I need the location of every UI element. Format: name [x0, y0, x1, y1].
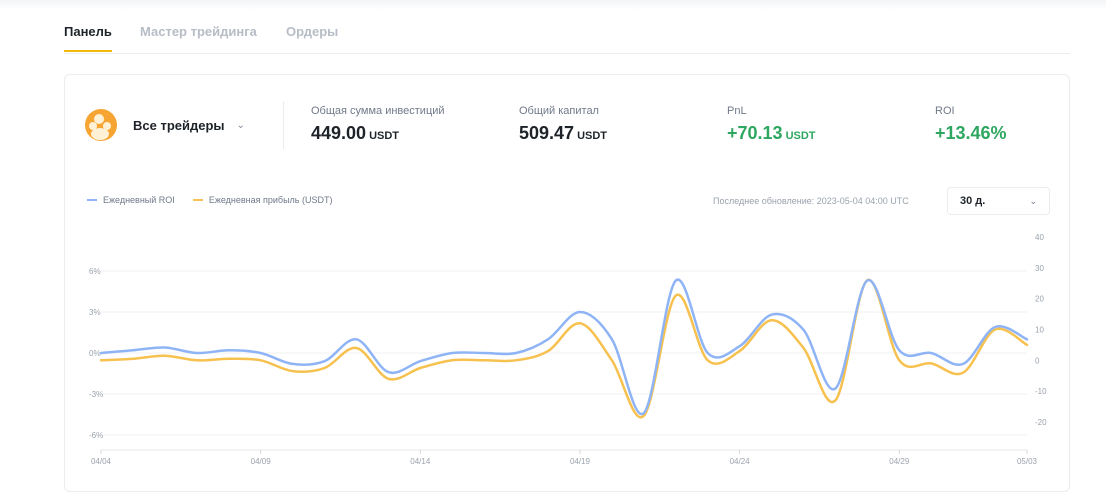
y-right-tick-label: 40 — [1035, 233, 1044, 242]
users-group-icon — [85, 109, 117, 141]
legend-item-profit[interactable]: Ежедневная прибыль (USDT) — [192, 195, 332, 205]
trader-selector[interactable]: Все трейдеры ⌄ — [85, 107, 245, 143]
divider — [283, 101, 284, 149]
x-tick-label: 04/29 — [889, 457, 910, 466]
stat-value: +13.46% — [935, 123, 1007, 143]
stat-label: Общий капитал — [519, 105, 599, 117]
trader-selector-label: Все трейдеры — [133, 117, 225, 133]
chevron-down-icon: ⌄ — [1029, 196, 1037, 206]
header-shadow — [0, 0, 1106, 10]
x-tick-label: 04/24 — [730, 457, 751, 466]
tab-master-trading[interactable]: Мастер трейдинга — [140, 24, 257, 39]
y-right-tick-label: 30 — [1035, 264, 1044, 273]
stat-roi: ROI +13.46% — [935, 105, 1007, 144]
stat-value: 509.47 USDT — [519, 123, 608, 143]
x-tick-label: 04/14 — [410, 457, 431, 466]
stat-value: 449.00 USDT — [311, 123, 400, 143]
y-right-tick-label: 0 — [1035, 356, 1040, 365]
stat-value: +70.13 USDT — [727, 123, 816, 143]
y-right-tick-label: 10 — [1035, 326, 1044, 335]
y-left-tick-label: -6% — [89, 431, 103, 440]
x-tick-label: 04/09 — [251, 457, 272, 466]
y-right-tick-label: 20 — [1035, 295, 1044, 304]
stat-label: PnL — [727, 105, 747, 117]
stat-label: ROI — [935, 105, 955, 117]
range-select[interactable]: 30 д. ⌄ — [947, 187, 1050, 215]
y-left-tick-label: 0% — [89, 349, 101, 358]
y-right-tick-label: -20 — [1035, 418, 1047, 427]
roi-profit-chart: 6% 3% 0% -3% -6% 40 30 20 10 0 -10 -20 04/04 04/09 04/… — [89, 233, 1047, 466]
chart-legend: Ежедневный ROI Ежедневная прибыль (USDT) — [87, 195, 350, 205]
x-tick-label: 05/03 — [1017, 457, 1038, 466]
series-line-roi — [99, 278, 1029, 416]
stat-total-investment: Общая сумма инвестиций 449.00 USDT — [311, 105, 445, 144]
chevron-down-icon: ⌄ — [236, 119, 245, 131]
y-left-tick-label: 3% — [89, 308, 101, 317]
tab-orders[interactable]: Ордеры — [286, 24, 339, 39]
series-line-profit — [99, 278, 1029, 419]
x-tick-label: 04/19 — [570, 457, 591, 466]
stat-total-capital: Общий капитал 509.47 USDT — [519, 105, 607, 144]
y-left-tick-label: -3% — [89, 390, 103, 399]
range-select-value: 30 д. — [960, 195, 986, 207]
legend-item-roi[interactable]: Ежедневный ROI — [87, 195, 175, 205]
tab-dashboard[interactable]: Панель — [64, 24, 112, 52]
y-right-tick-label: -10 — [1035, 387, 1047, 396]
dashboard-card: Все трейдеры ⌄ Общая сумма инвестиций 44… — [64, 74, 1070, 492]
stat-pnl: PnL +70.13 USDT — [727, 105, 816, 144]
stat-label: Общая сумма инвестиций — [311, 105, 445, 117]
x-tick-label: 04/04 — [91, 457, 112, 466]
y-left-tick-label: 6% — [89, 267, 101, 276]
last-update-text: Последнее обновление: 2023-05-04 04:00 U… — [713, 196, 909, 206]
tab-bar: Панель Мастер трейдинга Ордеры — [64, 20, 1070, 54]
